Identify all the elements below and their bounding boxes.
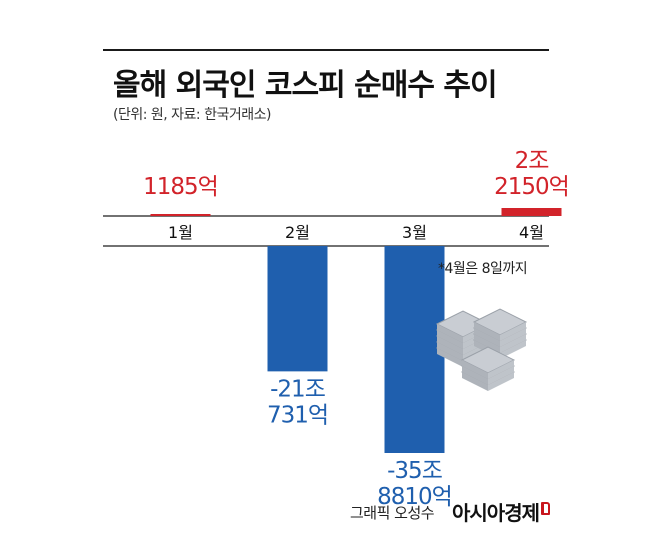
bar-2월: [267, 246, 328, 372]
brand-mark-icon: [541, 502, 550, 515]
data-label-1월-1: 1185억: [143, 174, 218, 200]
tick-label-2월: 2월: [285, 223, 310, 242]
data-label-2월-1: -21조: [270, 376, 325, 402]
data-label-3월-1: -35조: [387, 458, 442, 484]
bar-1월: [150, 214, 211, 216]
data-label-4월-1: 2조: [515, 148, 549, 174]
bar-4월: [501, 208, 562, 216]
data-label-2월-2: 731억: [267, 402, 328, 428]
money-stack-icon: [435, 308, 528, 391]
data-label-3월-2: 8810억: [377, 484, 452, 510]
tick-label-1월: 1월: [168, 223, 193, 242]
bar-3월: [384, 246, 445, 453]
chart-subtitle: (단위: 원, 자료: 한국거래소): [113, 107, 271, 123]
tick-label-3월: 3월: [402, 223, 427, 242]
brand-logo: 아시아경제: [452, 501, 540, 525]
top-rule: [103, 49, 549, 51]
tick-label-4월: 4월: [519, 223, 544, 242]
data-label-4월-2: 2150억: [494, 174, 569, 200]
graphic-credit: 그래픽 오성수: [350, 504, 435, 522]
footnote: *4월은 8일까지: [438, 261, 528, 277]
chart-title: 올해 외국인 코스피 순매수 추이: [113, 68, 498, 103]
